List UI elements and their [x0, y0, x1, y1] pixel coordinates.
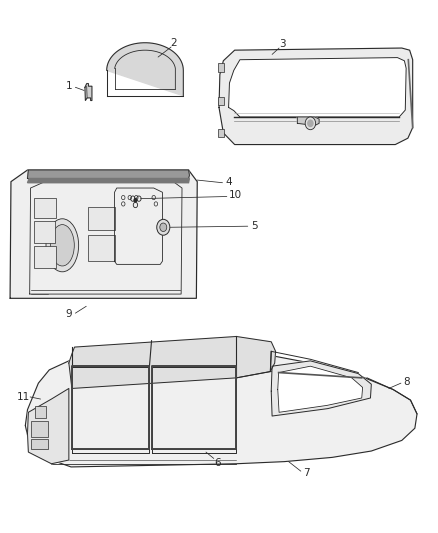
- Circle shape: [134, 199, 137, 202]
- Text: 3: 3: [279, 39, 286, 49]
- Polygon shape: [278, 366, 363, 413]
- Polygon shape: [271, 361, 371, 416]
- Polygon shape: [10, 170, 197, 298]
- Text: 11: 11: [17, 392, 30, 402]
- Text: 9: 9: [66, 309, 72, 319]
- Text: 10: 10: [229, 190, 242, 200]
- Text: 5: 5: [251, 221, 258, 231]
- Bar: [218, 128, 224, 137]
- Polygon shape: [85, 84, 92, 101]
- Polygon shape: [107, 43, 184, 96]
- Bar: [88, 207, 115, 230]
- Polygon shape: [28, 389, 69, 464]
- Bar: [31, 421, 48, 437]
- Circle shape: [160, 223, 167, 231]
- Polygon shape: [28, 170, 189, 179]
- Polygon shape: [229, 58, 406, 117]
- Polygon shape: [28, 179, 189, 183]
- Bar: [35, 406, 46, 418]
- Polygon shape: [297, 117, 319, 125]
- Text: 8: 8: [404, 377, 410, 387]
- Text: 7: 7: [304, 469, 310, 478]
- Bar: [218, 97, 224, 106]
- Bar: [88, 235, 115, 261]
- Bar: [34, 246, 56, 268]
- Bar: [218, 63, 224, 72]
- Circle shape: [308, 120, 313, 126]
- Ellipse shape: [46, 219, 79, 272]
- Text: 2: 2: [170, 38, 177, 48]
- Polygon shape: [25, 352, 417, 467]
- Bar: [31, 439, 48, 449]
- Polygon shape: [69, 336, 276, 389]
- Circle shape: [157, 219, 170, 235]
- Text: 6: 6: [214, 458, 221, 467]
- Polygon shape: [219, 48, 413, 144]
- Bar: [34, 198, 56, 217]
- Circle shape: [305, 117, 316, 130]
- Ellipse shape: [50, 224, 74, 266]
- Text: 4: 4: [226, 176, 232, 187]
- Bar: [34, 221, 55, 243]
- Text: 1: 1: [66, 81, 72, 91]
